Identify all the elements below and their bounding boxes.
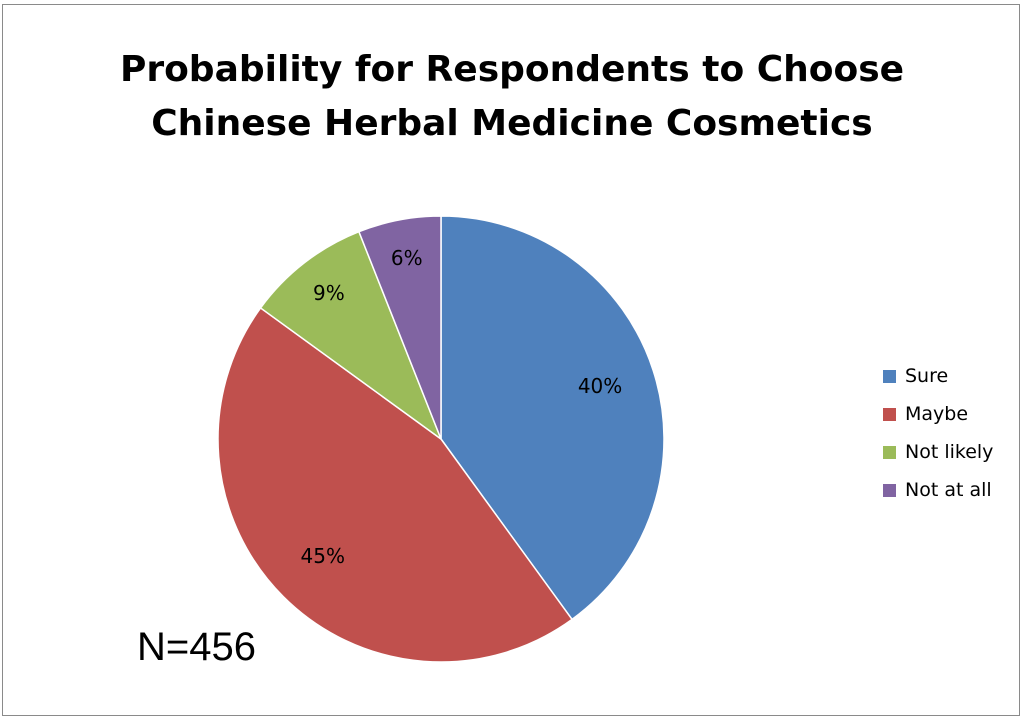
legend-label-not-at-all: Not at all xyxy=(905,479,992,501)
chart-legend: Sure Maybe Not likely Not at all xyxy=(883,357,993,509)
legend-label-not-likely: Not likely xyxy=(905,441,994,463)
chart-frame: Probability for Respondents to Choose Ch… xyxy=(2,4,1020,716)
legend-label-maybe: Maybe xyxy=(905,403,969,425)
pie-slice-maybe xyxy=(217,306,574,663)
slice-label-maybe: 45% xyxy=(301,544,345,568)
legend-swatch-maybe xyxy=(883,407,896,421)
pie-chart: 40% 45% 9% 6% xyxy=(217,215,665,663)
legend-item-not-at-all: Not at all xyxy=(883,471,993,509)
legend-item-maybe: Maybe xyxy=(883,395,993,433)
slice-label-sure: 40% xyxy=(578,374,622,398)
pie-slice-sure xyxy=(440,215,665,621)
legend-swatch-sure xyxy=(883,369,896,383)
slice-label-not-at-all: 6% xyxy=(391,246,423,270)
pie-slice-not-likely xyxy=(259,230,443,442)
chart-title-line-1: Probability for Respondents to Choose xyxy=(119,49,905,90)
pie-slice-not-at-all xyxy=(357,215,442,440)
legend-item-not-likely: Not likely xyxy=(883,433,993,471)
legend-swatch-not-at-all xyxy=(883,483,896,497)
chart-title-line-2: Chinese Herbal Medicine Cosmetics xyxy=(151,103,873,144)
sample-size-note: N=456 xyxy=(137,625,256,669)
slice-label-not-likely: 9% xyxy=(313,281,345,305)
legend-item-sure: Sure xyxy=(883,357,993,395)
legend-swatch-not-likely xyxy=(883,445,896,459)
chart-title: Probability for Respondents to Choose Ch… xyxy=(3,43,1021,151)
legend-label-sure: Sure xyxy=(905,365,949,387)
